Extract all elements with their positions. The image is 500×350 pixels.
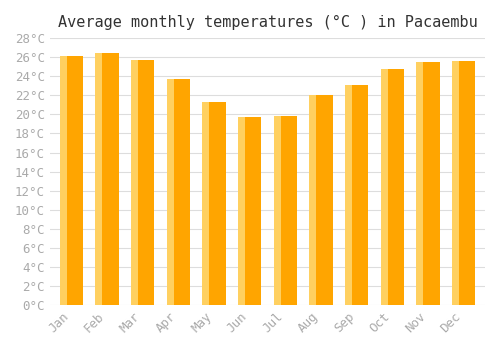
Bar <box>202 102 226 305</box>
Bar <box>274 116 297 305</box>
Bar <box>166 79 173 305</box>
Title: Average monthly temperatures (°C ) in Pacaembu: Average monthly temperatures (°C ) in Pa… <box>58 15 478 30</box>
Bar <box>380 69 388 305</box>
Bar <box>452 61 475 305</box>
Bar <box>380 69 404 305</box>
Bar <box>238 117 261 305</box>
Bar <box>310 95 316 305</box>
Bar <box>60 56 83 305</box>
Bar <box>60 56 66 305</box>
Bar <box>345 85 368 305</box>
Bar <box>310 95 332 305</box>
Bar <box>416 62 440 305</box>
Bar <box>96 54 118 305</box>
Bar <box>131 60 154 305</box>
Bar <box>345 85 352 305</box>
Bar <box>166 79 190 305</box>
Bar <box>416 62 424 305</box>
Bar <box>238 117 245 305</box>
Bar <box>452 61 459 305</box>
Bar <box>274 116 280 305</box>
Bar <box>96 54 102 305</box>
Bar <box>202 102 209 305</box>
Bar <box>131 60 138 305</box>
